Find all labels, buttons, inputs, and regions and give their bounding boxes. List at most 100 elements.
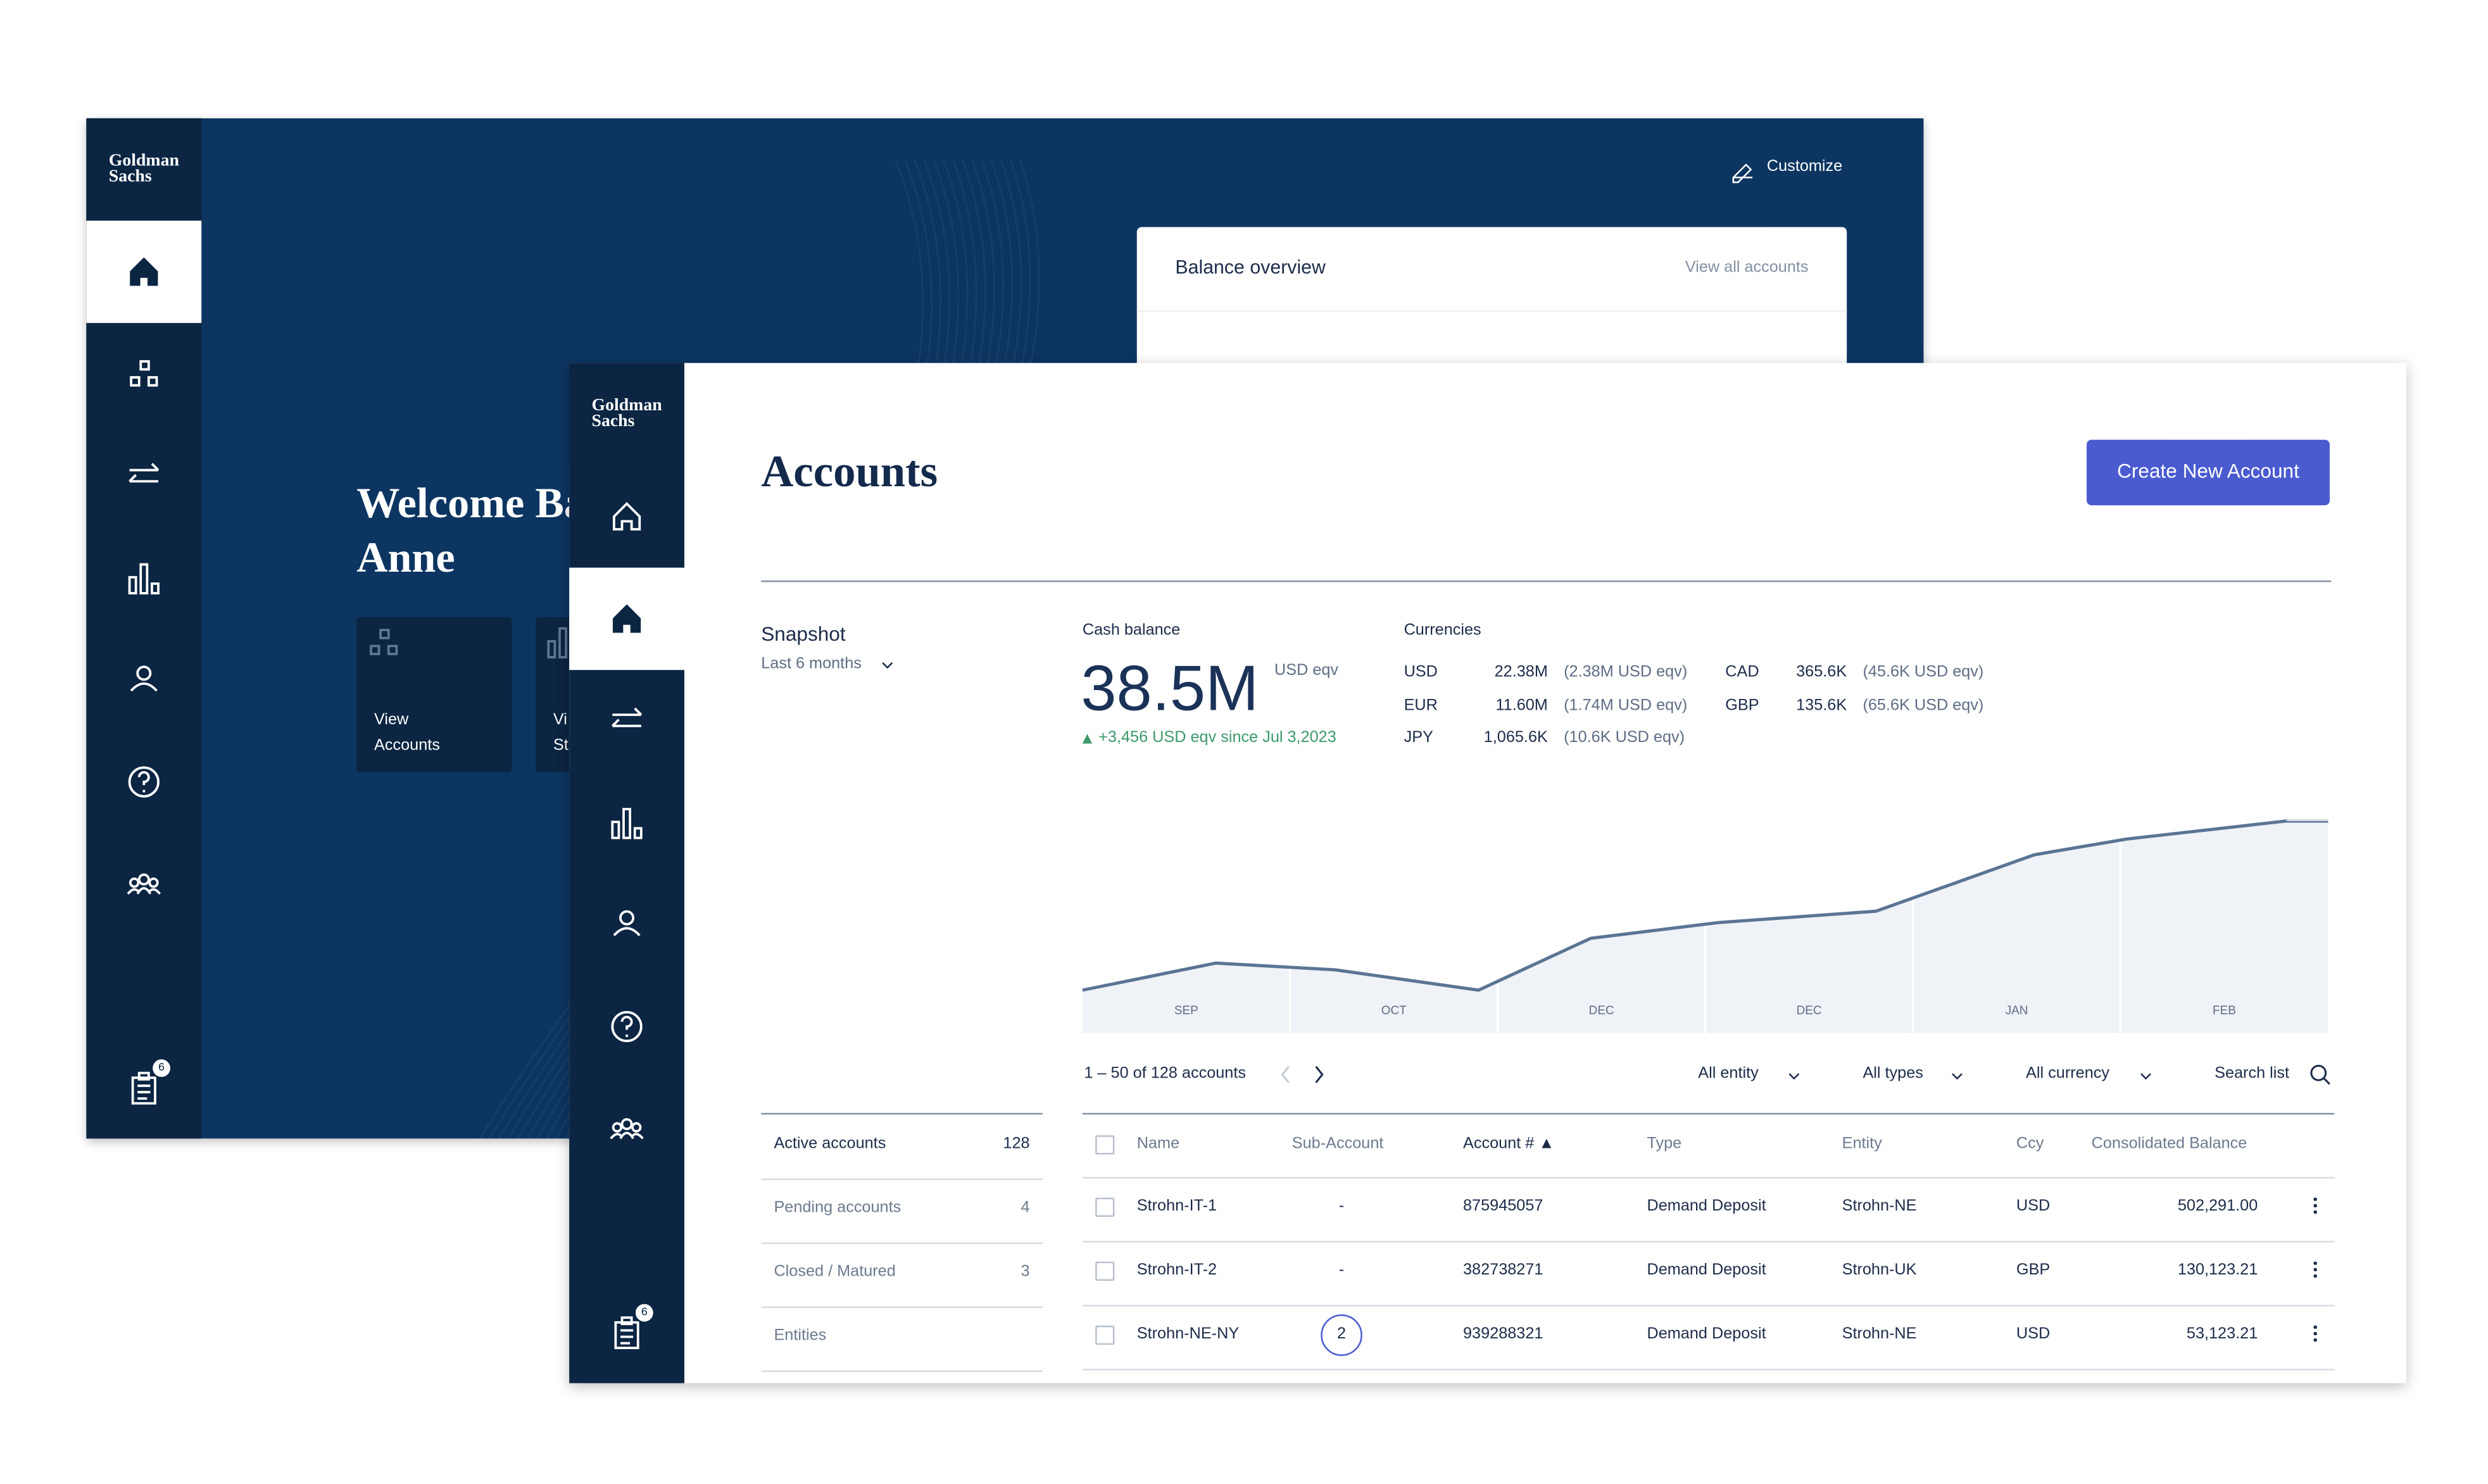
- checkbox[interactable]: [1095, 1197, 1115, 1216]
- list-count: 128: [1003, 1135, 1030, 1154]
- grid-icon[interactable]: [370, 629, 398, 655]
- transfer-icon[interactable]: [612, 707, 643, 727]
- column-header[interactable]: Ccy: [2016, 1135, 2044, 1154]
- transfer-icon[interactable]: [129, 463, 160, 483]
- customize-link[interactable]: Customize: [1766, 158, 1843, 176]
- table-cell: 875945057: [1463, 1197, 1543, 1216]
- badge: [634, 1302, 655, 1324]
- logo: Sachs: [108, 167, 152, 187]
- chevron[interactable]: [1788, 1073, 1800, 1080]
- clip-icon[interactable]: [131, 1071, 156, 1105]
- user-icon[interactable]: [130, 665, 158, 692]
- checkbox[interactable]: [1095, 1134, 1115, 1154]
- row-menu-dot[interactable]: [2313, 1204, 2317, 1208]
- badge: [151, 1057, 172, 1079]
- column-header[interactable]: Name: [1136, 1135, 1180, 1154]
- help-icon[interactable]: [128, 766, 160, 798]
- icon-part: [129, 877, 140, 888]
- currency-eqv: (10.6K USD eqv): [1564, 729, 1685, 747]
- column-header[interactable]: Consolidated Balance: [2091, 1135, 2247, 1154]
- checkbox[interactable]: [1095, 1261, 1115, 1280]
- currency-amount: 135.6K: [1796, 696, 1847, 714]
- list-item[interactable]: Pending accounts: [774, 1199, 902, 1217]
- row-menu-dot[interactable]: [2313, 1274, 2317, 1278]
- row-menu-dot[interactable]: [2313, 1267, 2317, 1272]
- currency-amount: 1,065.6K: [1483, 729, 1548, 747]
- list-item[interactable]: Closed / Matured: [774, 1263, 896, 1281]
- currency-amount: 22.38M: [1494, 663, 1548, 681]
- icon-part: [147, 376, 158, 387]
- edit-icon[interactable]: [1732, 163, 1753, 184]
- home-icon[interactable]: [612, 604, 641, 633]
- column-header[interactable]: Type: [1647, 1135, 1682, 1154]
- row-menu-dot[interactable]: [2313, 1325, 2317, 1330]
- logo: Goldman: [108, 151, 179, 170]
- search-icon[interactable]: [2310, 1064, 2327, 1081]
- chevron[interactable]: [1951, 1073, 1963, 1080]
- row-divider: [1082, 1368, 2335, 1371]
- month-label: OCT: [1381, 1003, 1407, 1017]
- icon-part: [631, 1122, 642, 1133]
- help-icon[interactable]: [611, 1010, 643, 1043]
- sub-account-badge[interactable]: [1321, 1314, 1362, 1356]
- home-icon[interactable]: [612, 501, 641, 531]
- row-menu-dot[interactable]: [2313, 1261, 2317, 1266]
- currency-eqv: (1.74M USD eqv): [1564, 696, 1688, 714]
- column-header[interactable]: Account # ▲: [1463, 1135, 1555, 1154]
- tile-label: Accounts: [374, 737, 440, 755]
- month-label: SEP: [1174, 1003, 1198, 1017]
- quick-tile[interactable]: [356, 617, 512, 772]
- clip-icon[interactable]: [614, 1316, 639, 1350]
- chevron[interactable]: [2140, 1073, 2151, 1080]
- filter[interactable]: All entity: [1698, 1065, 1759, 1083]
- logo: Goldman: [591, 396, 662, 415]
- next-page[interactable]: [1315, 1066, 1324, 1083]
- logo: Sachs: [591, 412, 635, 431]
- team-icon[interactable]: [610, 1118, 644, 1140]
- chevron[interactable]: [882, 662, 893, 669]
- tile-label: St: [553, 737, 569, 755]
- table-cell: 130,123.21: [2177, 1261, 2258, 1280]
- list-item[interactable]: Active accounts: [774, 1135, 886, 1154]
- column-header[interactable]: Sub-Account: [1291, 1135, 1384, 1154]
- filter[interactable]: All currency: [2026, 1065, 2110, 1083]
- list-item[interactable]: Entities: [774, 1327, 827, 1345]
- list-divider: [761, 1242, 1043, 1244]
- search[interactable]: Search list: [2215, 1065, 2290, 1083]
- table-cell: 382738271: [1463, 1261, 1543, 1280]
- list-divider: [761, 1178, 1043, 1180]
- prev-page[interactable]: [1281, 1066, 1290, 1083]
- checkbox[interactable]: [1095, 1324, 1115, 1344]
- month-label: FEB: [2213, 1003, 2236, 1017]
- row-menu-dot[interactable]: [2313, 1338, 2317, 1342]
- button-label[interactable]: Create New Account: [2117, 460, 2299, 483]
- row-menu-dot[interactable]: [2313, 1197, 2317, 1202]
- table-cell: USD: [2016, 1197, 2051, 1216]
- icon-part: [137, 1085, 151, 1100]
- bars-icon[interactable]: [128, 563, 160, 594]
- row-menu-dot[interactable]: [2313, 1210, 2317, 1214]
- user-icon[interactable]: [613, 910, 641, 936]
- create-button[interactable]: [2087, 439, 2330, 506]
- column-header[interactable]: Entity: [1842, 1135, 1882, 1154]
- filter[interactable]: All types: [1863, 1065, 1923, 1083]
- change-text: +3,456 USD eqv since Jul 3,2023: [1098, 729, 1336, 747]
- icon-part: [619, 910, 635, 926]
- table-top: [1082, 1112, 2335, 1115]
- text: USD eqv: [1274, 662, 1339, 680]
- icon-part: [130, 257, 158, 286]
- home-icon[interactable]: [130, 257, 158, 286]
- card-link[interactable]: View all accounts: [1685, 259, 1809, 277]
- icon-part: [612, 707, 643, 716]
- cash-value: 38.5M: [1081, 654, 1259, 725]
- row-menu-dot[interactable]: [2313, 1331, 2317, 1336]
- grid-icon[interactable]: [130, 360, 158, 387]
- bars-icon[interactable]: [611, 808, 643, 839]
- period-select[interactable]: Last 6 months: [761, 655, 862, 674]
- icon-part: [620, 1316, 633, 1326]
- currency-code: GBP: [1725, 696, 1759, 714]
- team-icon[interactable]: [127, 873, 161, 895]
